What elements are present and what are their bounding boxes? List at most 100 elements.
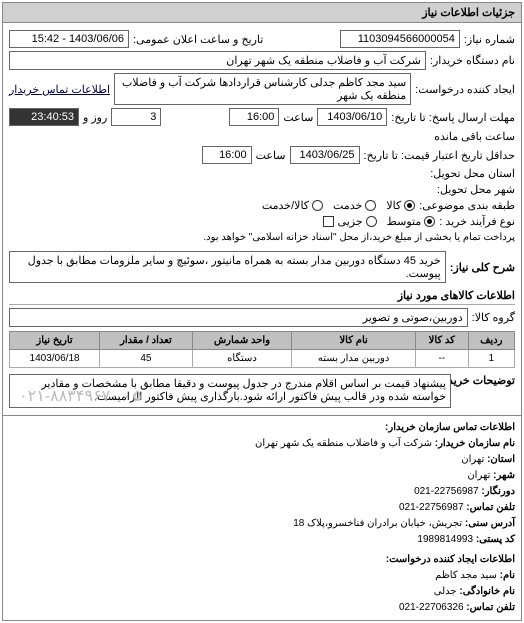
creator-header: اطلاعات ایجاد کننده درخواست: [9, 552, 515, 568]
cell-qty: 45 [100, 350, 193, 368]
deadline-label: مهلت ارسال پاسخ: تا تاریخ: [391, 111, 515, 124]
phone-value: 22756987-021 [399, 502, 464, 513]
state-value: تهران [461, 454, 484, 465]
radio-goods-label: کالا [386, 199, 401, 212]
postal-value: 1989814993 [417, 534, 473, 545]
panel-title: جزئیات اطلاعات نیاز [3, 3, 521, 23]
postal-label: کد پستی: [476, 534, 515, 545]
radio-goods[interactable] [404, 200, 415, 211]
request-number-label: شماره نیاز: [464, 33, 515, 46]
row-buyer-note: توضیحات خریدار: پیشنهاد قیمت بر اساس اقل… [9, 374, 515, 408]
radio-item-minor[interactable]: جزیی [338, 215, 377, 228]
radio-service[interactable] [365, 200, 376, 211]
delivery-city-label: شهر محل تحویل: [437, 183, 515, 196]
announce-datetime-value: 1403/06/06 - 15:42 [9, 30, 129, 48]
row-request-number: شماره نیاز: 1103094566000054 تاریخ و ساع… [9, 30, 515, 48]
contact-block: اطلاعات تماس سازمان خریدار: نام سازمان خ… [3, 415, 521, 620]
radio-service-label: خدمت [333, 199, 362, 212]
partial-payment-label: پرداخت تمام یا بخشی از مبلغ خرید،از محل … [203, 232, 515, 243]
cell-index: 1 [468, 350, 514, 368]
address-label: آدرس سنی: [465, 518, 515, 529]
radio-medium[interactable] [424, 216, 435, 227]
goods-group-value: دوربین،صوتی و تصویر [9, 308, 468, 327]
creator-surname-value: جدلی [434, 586, 457, 597]
fax-value: 22756987-021 [414, 486, 479, 497]
main-panel: جزئیات اطلاعات نیاز شماره نیاز: 11030945… [2, 2, 522, 621]
radio-item-medium[interactable]: متوسط [387, 215, 436, 228]
org-value: شرکت آب و فاضلاب منطقه یک شهر تهران [255, 438, 432, 449]
buyer-note-label: توضیحات خریدار: [455, 374, 515, 387]
partial-payment-checkbox[interactable] [323, 216, 334, 227]
col-qty: تعداد / مقدار [100, 332, 193, 350]
deadline-remain-label: ساعت باقی مانده [434, 130, 515, 143]
row-category: طبقه بندی موضوعی: کالا خدمت کالا/خدمت [9, 199, 515, 212]
cell-name: دوربین مدار بسته [292, 350, 416, 368]
contact-header: اطلاعات تماس سازمان خریدار: [9, 420, 515, 436]
radio-item-goods[interactable]: کالا [386, 199, 415, 212]
radio-both[interactable] [312, 200, 323, 211]
purchase-type-radio-group: متوسط جزیی [338, 215, 436, 228]
row-delivery-city: شهر محل تحویل: [9, 183, 515, 196]
deadline-remain: 23:40:53 [9, 108, 79, 126]
deadline-days-label: روز و [83, 111, 107, 124]
creator-surname-label: نام خانوادگی: [459, 586, 515, 597]
fax-label: دورنگار: [481, 486, 515, 497]
row-delivery-state: استان محل تحویل: [9, 167, 515, 180]
cell-code: -- [415, 350, 468, 368]
category-radio-group: کالا خدمت کالا/خدمت [262, 199, 415, 212]
category-label: طبقه بندی موضوعی: [419, 199, 515, 212]
address-value: تجریش، خیابان برادران فناخسرو،پلاک 18 [293, 518, 462, 529]
table-row: 1 -- دوربین مدار بسته دستگاه 45 1403/06/… [10, 350, 515, 368]
requester-label: ایجاد کننده درخواست: [415, 83, 515, 96]
price-valid-time-label: ساعت [256, 149, 286, 162]
top-section: شماره نیاز: 1103094566000054 تاریخ و ساع… [3, 23, 521, 415]
goods-header: اطلاعات کالاهای مورد نیاز [9, 289, 515, 305]
price-valid-date: 1403/06/25 [290, 146, 360, 164]
price-valid-time: 16:00 [202, 146, 252, 164]
creator-phone-label: تلفن تماس: [466, 602, 515, 613]
cell-unit: دستگاه [192, 350, 292, 368]
org-label: نام سازمان خریدار: [435, 438, 515, 449]
need-title-label: شرح کلی نیاز: [450, 261, 515, 274]
delivery-state-label: استان محل تحویل: [430, 167, 515, 180]
row-buyer-unit: نام دستگاه خریدار: شرکت آب و فاضلاب منطق… [9, 51, 515, 70]
city-label: شهر: [493, 470, 515, 481]
row-purchase-type: نوع فرآیند خرید : متوسط جزیی پرداخت تمام… [9, 215, 515, 243]
col-code: کد کالا [415, 332, 468, 350]
state-label: استان: [487, 454, 515, 465]
row-deadline: مهلت ارسال پاسخ: تا تاریخ: 1403/06/10 سا… [9, 108, 515, 143]
price-valid-label: حداقل تاریخ اعتبار قیمت: تا تاریخ: [364, 149, 515, 162]
row-requester: ایجاد کننده درخواست: سید مجد کاظم جدلی ک… [9, 73, 515, 105]
announce-datetime-label: تاریخ و ساعت اعلان عمومی: [133, 33, 263, 46]
goods-group-label: گروه کالا: [472, 311, 515, 324]
radio-item-both[interactable]: کالا/خدمت [262, 199, 323, 212]
row-need-title: شرح کلی نیاز: خرید 45 دستگاه دوربین مدار… [9, 251, 515, 283]
radio-both-label: کالا/خدمت [262, 199, 309, 212]
deadline-days: 3 [111, 108, 161, 126]
radio-minor[interactable] [366, 216, 377, 227]
city-value: تهران [467, 470, 490, 481]
radio-minor-label: جزیی [338, 215, 363, 228]
buyer-contact-link[interactable]: اطلاعات تماس خریدار [9, 83, 110, 96]
cell-date: 1403/06/18 [10, 350, 100, 368]
buyer-unit-value: شرکت آب و فاضلاب منطقه یک شهر تهران [9, 51, 426, 70]
purchase-type-label: نوع فرآیند خرید : [439, 215, 515, 228]
table-header-row: ردیف کد کالا نام کالا واحد شمارش تعداد /… [10, 332, 515, 350]
deadline-time-label: ساعت [283, 111, 313, 124]
requester-value: سید مجد کاظم جدلی کارشناس قراردادها شرکت… [114, 73, 411, 105]
row-price-valid: حداقل تاریخ اعتبار قیمت: تا تاریخ: 1403/… [9, 146, 515, 164]
request-number-value: 1103094566000054 [340, 30, 460, 48]
deadline-time: 16:00 [229, 108, 279, 126]
phone-label: تلفن تماس: [466, 502, 515, 513]
need-title-value: خرید 45 دستگاه دوربین مدار بسته به همراه… [9, 251, 446, 283]
col-name: نام کالا [292, 332, 416, 350]
buyer-note-value: پیشنهاد قیمت بر اساس اقلام مندرج در جدول… [9, 374, 451, 408]
col-unit: واحد شمارش [192, 332, 292, 350]
radio-item-service[interactable]: خدمت [333, 199, 376, 212]
deadline-date: 1403/06/10 [317, 108, 387, 126]
goods-table: ردیف کد کالا نام کالا واحد شمارش تعداد /… [9, 331, 515, 368]
col-date: تاریخ نیاز [10, 332, 100, 350]
col-index: ردیف [468, 332, 514, 350]
row-goods-group: گروه کالا: دوربین،صوتی و تصویر [9, 308, 515, 327]
radio-medium-label: متوسط [387, 215, 422, 228]
